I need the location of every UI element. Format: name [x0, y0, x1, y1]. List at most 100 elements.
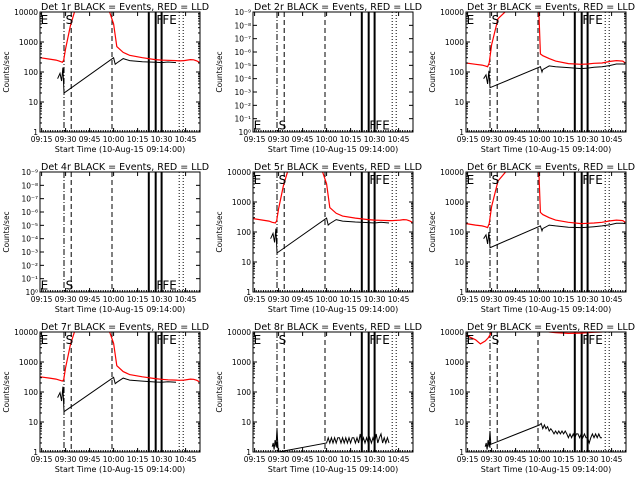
x-tick-label: 10:15 — [340, 295, 362, 304]
marker-label-fe: FE — [588, 13, 602, 27]
y-axis-label: Counts/sec — [2, 51, 11, 92]
plot-area: E S F FE — [466, 172, 626, 292]
y-tick-label: 10 — [28, 418, 38, 427]
x-tick-label: 10:45 — [601, 135, 623, 144]
marker-label-e: E — [41, 278, 49, 292]
x-tick-label: 10:30 — [364, 295, 386, 304]
plot-area: E S F FE — [41, 172, 200, 292]
marker-label-e: E — [41, 333, 49, 347]
y-axis-label: Counts/sec — [215, 51, 224, 92]
chart-title: Det 6r BLACK = Events, RED = LLD — [467, 162, 635, 173]
marker-label-fe: FE — [375, 173, 389, 187]
y-tick-label: 10⁻⁷ — [21, 195, 38, 204]
marker-label-fe: FE — [375, 118, 389, 132]
x-tick-label: 09:30 — [268, 455, 290, 464]
x-tick-label: 10:45 — [388, 455, 410, 464]
y-tick-label: 1000 — [232, 198, 251, 207]
plot-area: E S F FE — [466, 12, 626, 132]
marker-label-e: E — [254, 173, 262, 187]
marker-label-s: S — [492, 13, 500, 27]
x-tick-label: 10:00 — [529, 455, 551, 464]
plot-area: E S F FE — [253, 172, 413, 292]
marker-label-s: S — [492, 173, 500, 187]
y-axis-label: Counts/sec — [215, 371, 224, 412]
y-tick-label: 10⁻⁸ — [234, 21, 251, 30]
y-axis-label: Counts/sec — [2, 211, 11, 252]
y-tick-label: 1 — [459, 128, 464, 137]
x-axis-label: Start Time (10-Aug-15 09:14:00) — [481, 145, 612, 154]
chart-title: Det 5r BLACK = Events, RED = LLD — [254, 162, 422, 173]
y-tick-label: 1 — [33, 128, 38, 137]
x-tick-label: 10:30 — [577, 295, 599, 304]
series-events — [270, 217, 390, 254]
x-tick-label: 09:15 — [244, 455, 266, 464]
y-tick-label: 10 — [241, 418, 251, 427]
x-tick-label: 09:45 — [505, 135, 527, 144]
x-axis-label: Start Time (10-Aug-15 09:14:00) — [55, 145, 186, 154]
x-tick-label: 10:30 — [577, 455, 599, 464]
x-tick-label: 10:30 — [151, 135, 173, 144]
marker-label-f: F — [582, 13, 589, 27]
x-tick-label: 10:45 — [388, 295, 410, 304]
marker-label-f: F — [582, 173, 589, 187]
marker-label-s: S — [66, 278, 74, 292]
x-tick-label: 10:00 — [103, 455, 125, 464]
y-tick-label: 10⁻¹ — [234, 115, 251, 124]
y-tick-label: 10⁻⁶ — [234, 48, 251, 57]
x-tick-label: 09:45 — [79, 135, 101, 144]
chart-title: Det 3r BLACK = Events, RED = LLD — [467, 2, 635, 13]
y-tick-label: 10⁻⁵ — [234, 61, 251, 70]
marker-label-s: S — [279, 118, 287, 132]
y-tick-label: 10⁻² — [21, 261, 38, 270]
y-tick-label: 10⁻² — [234, 101, 251, 110]
y-tick-label: 1 — [246, 288, 251, 297]
y-axis-label: Counts/sec — [2, 371, 11, 412]
y-tick-label: 1000 — [19, 38, 38, 47]
x-tick-label: 10:15 — [127, 135, 149, 144]
x-tick-label: 10:15 — [340, 455, 362, 464]
marker-label-f: F — [156, 333, 163, 347]
y-tick-label: 1000 — [445, 358, 464, 367]
marker-label-f: F — [582, 333, 589, 347]
x-tick-label: 09:30 — [55, 135, 77, 144]
y-tick-label: 10⁻³ — [234, 88, 251, 97]
marker-label-e: E — [467, 333, 475, 347]
x-tick-label: 10:00 — [103, 295, 125, 304]
chart-title: Det 8r BLACK = Events, RED = LLD — [254, 322, 422, 333]
x-tick-label: 09:30 — [268, 135, 290, 144]
series-lld — [466, 172, 626, 229]
y-tick-label: 1 — [459, 288, 464, 297]
y-tick-label: 100 — [450, 68, 465, 77]
plot-area: E S F FE — [40, 12, 200, 132]
x-axis-label: Start Time (10-Aug-15 09:14:00) — [268, 145, 399, 154]
x-tick-label: 10:15 — [553, 455, 575, 464]
x-tick-label: 10:15 — [340, 135, 362, 144]
marker-label-f: F — [369, 333, 376, 347]
y-tick-label: 10⁻³ — [21, 248, 38, 257]
x-tick-label: 09:30 — [481, 455, 503, 464]
y-tick-label: 1000 — [19, 358, 38, 367]
y-tick-label: 1 — [246, 448, 251, 457]
marker-label-fe: FE — [162, 278, 176, 292]
x-tick-label: 10:45 — [601, 455, 623, 464]
y-tick-label: 10⁻⁴ — [21, 235, 38, 244]
x-tick-label: 09:30 — [55, 455, 77, 464]
x-axis-label: Start Time (10-Aug-15 09:14:00) — [55, 465, 186, 474]
marker-label-fe: FE — [162, 333, 176, 347]
x-tick-label: 10:00 — [316, 295, 338, 304]
x-tick-label: 10:15 — [127, 455, 149, 464]
y-tick-label: 10⁻⁵ — [21, 221, 38, 230]
plot-area: E S F FE — [254, 332, 413, 452]
y-tick-label: 10000 — [227, 328, 251, 337]
y-tick-label: 10000 — [440, 328, 464, 337]
y-tick-label: 10 — [454, 258, 464, 267]
marker-label-s: S — [279, 173, 287, 187]
chart-title: Det 4r BLACK = Events, RED = LLD — [41, 162, 209, 173]
x-tick-label: 10:45 — [175, 295, 197, 304]
x-axis-label: Start Time (10-Aug-15 09:14:00) — [481, 465, 612, 474]
y-tick-label: 1 — [459, 448, 464, 457]
